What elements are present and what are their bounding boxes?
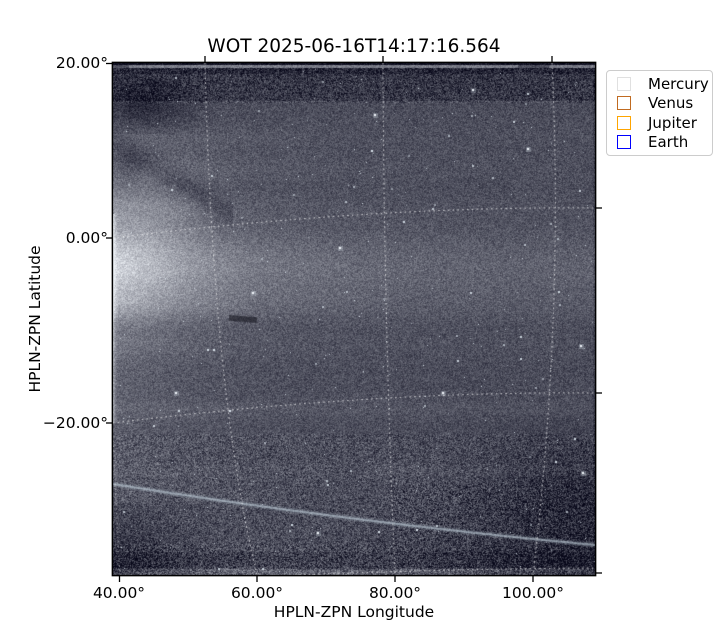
jupiter-swatch-icon [617,115,631,130]
x-tick-label-80: 80.00° [368,584,422,602]
legend: Mercury Venus Jupiter Earth [606,70,713,156]
mercury-swatch-icon [617,76,631,91]
x-tick-label-60: 60.00° [230,584,284,602]
legend-item-mercury: Mercury [607,74,712,94]
legend-label-mercury: Mercury [648,74,709,93]
y-axis-label: HPLN-ZPN Latitude [26,245,44,393]
x-tick-label-100: 100.00° [502,584,564,602]
legend-label-jupiter: Jupiter [648,113,697,132]
legend-item-jupiter: Jupiter [607,113,712,133]
x-axis-label: HPLN-ZPN Longitude [273,603,435,621]
y-tick-label-0: 0.00° [65,229,108,247]
y-tick-label-neg20: −20.00° [42,414,108,432]
legend-label-venus: Venus [648,94,694,113]
plot-title: WOT 2025-06-16T14:17:16.564 [207,36,501,57]
legend-item-earth: Earth [607,133,712,153]
sky-image [113,63,595,575]
y-tick-label-20: 20.00° [55,54,108,72]
legend-label-earth: Earth [648,133,689,152]
legend-item-venus: Venus [607,94,712,114]
earth-swatch-icon [617,135,631,150]
x-tick-label-40: 40.00° [92,584,146,602]
venus-swatch-icon [617,96,631,111]
